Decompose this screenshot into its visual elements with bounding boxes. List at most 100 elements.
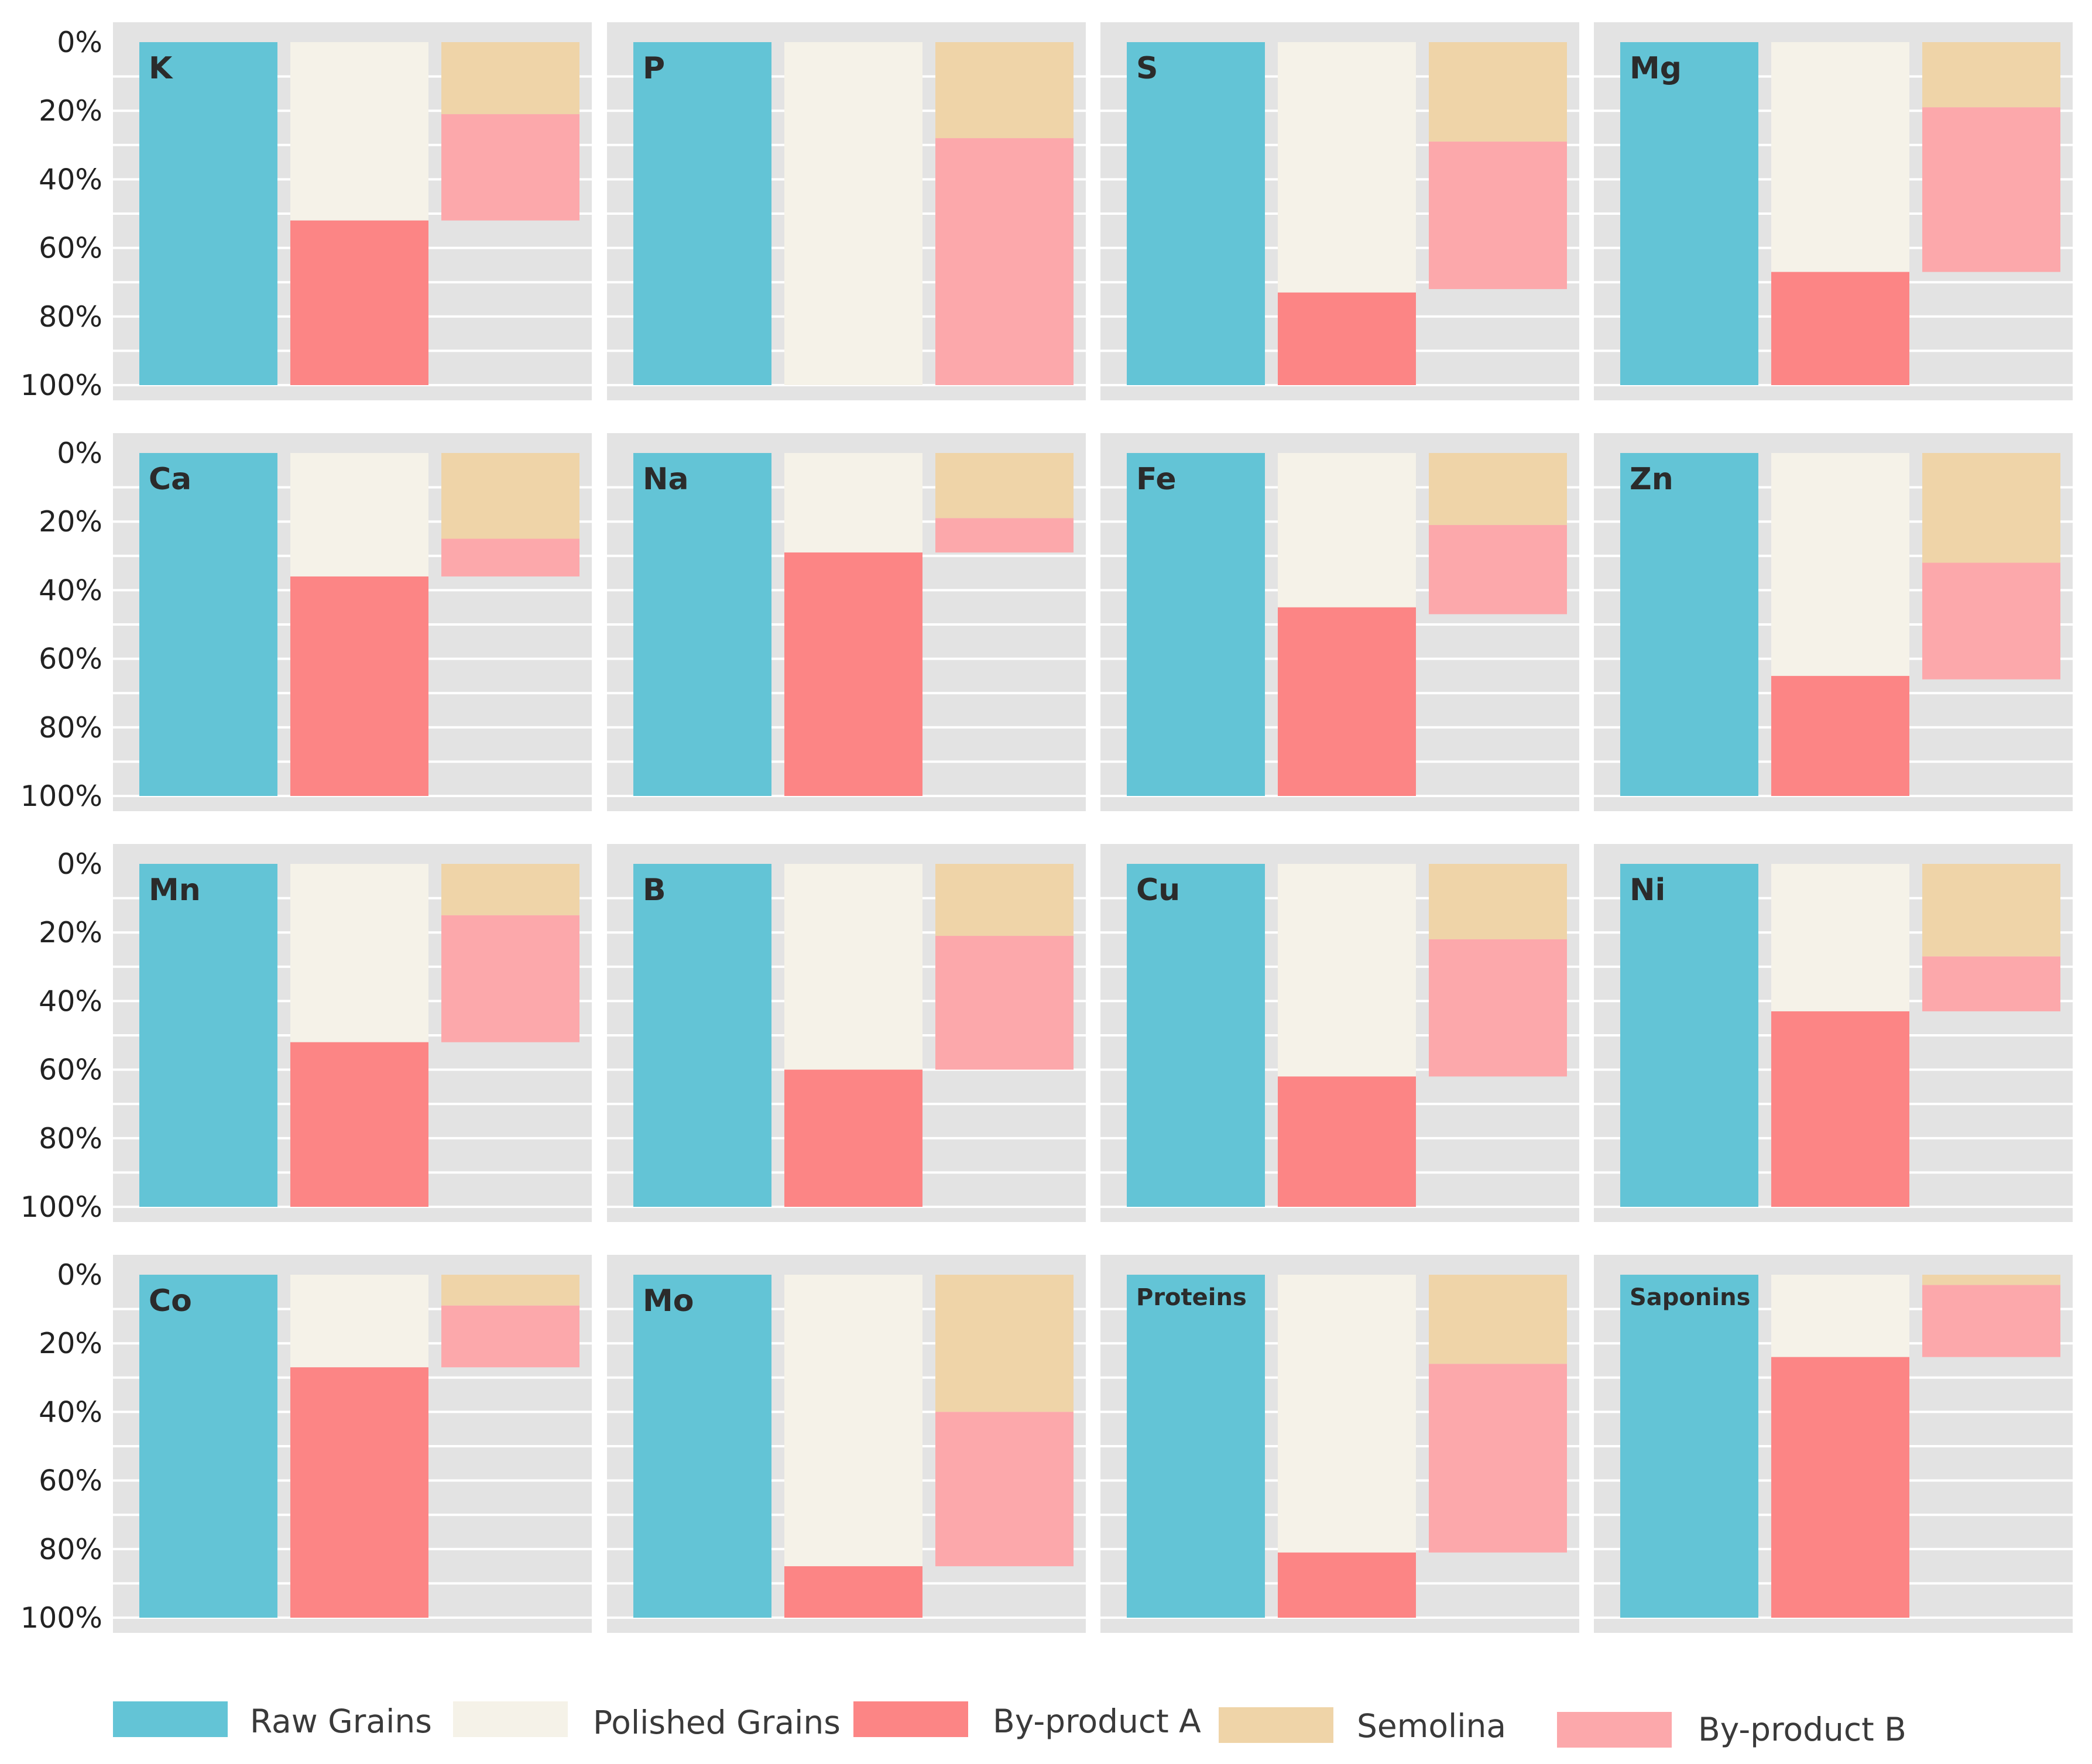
bar-semolina-mo xyxy=(935,1275,1074,1412)
y-tick-label: 60% xyxy=(39,1053,102,1087)
bar-semolina-co xyxy=(441,1275,579,1306)
y-tick-label: 60% xyxy=(39,1464,102,1498)
y-tick-label: 40% xyxy=(39,574,102,607)
bar-by-product-a-ca xyxy=(290,576,428,796)
bar-semolina-k xyxy=(441,42,579,115)
bar-semolina-proteins xyxy=(1429,1275,1567,1364)
bar-by-product-a-proteins xyxy=(1278,1552,1416,1618)
bar-semolina-p xyxy=(935,42,1074,139)
legend-label-by-product-b: By-product B xyxy=(1698,1711,1906,1748)
bar-raw-grains-p xyxy=(633,42,771,385)
y-tick-label: 20% xyxy=(39,505,102,538)
facet-label-k: K xyxy=(149,51,173,86)
bar-polished-grains-ni xyxy=(1771,864,1909,1011)
bar-semolina-b xyxy=(935,864,1074,936)
bar-polished-grains-b xyxy=(784,864,922,1070)
bar-by-product-b-ni xyxy=(1922,956,2060,1011)
bar-by-product-a-ni xyxy=(1771,1011,1909,1207)
y-tick-label: 20% xyxy=(39,94,102,128)
legend-label-by-product-a: By-product A xyxy=(993,1703,1201,1740)
facet-label-fe: Fe xyxy=(1136,462,1177,497)
facet-label-mg: Mg xyxy=(1630,51,1682,86)
bar-by-product-a-mn xyxy=(290,1042,428,1207)
facet-label-co: Co xyxy=(149,1283,192,1319)
facet-label-mn: Mn xyxy=(149,873,201,908)
facet-label-cu: Cu xyxy=(1136,873,1180,908)
facet-label-na: Na xyxy=(643,462,689,497)
y-tick-label: 80% xyxy=(39,300,102,334)
bar-semolina-ca xyxy=(441,453,579,539)
bar-raw-grains-saponins xyxy=(1620,1275,1758,1618)
bar-polished-grains-p xyxy=(784,42,922,385)
y-tick-label: 60% xyxy=(39,232,102,265)
bar-polished-grains-proteins xyxy=(1278,1275,1416,1553)
facet-label-ni: Ni xyxy=(1630,873,1665,908)
bar-polished-grains-cu xyxy=(1278,864,1416,1077)
bar-by-product-b-proteins xyxy=(1429,1364,1567,1553)
bar-semolina-fe xyxy=(1429,453,1567,526)
bar-polished-grains-fe xyxy=(1278,453,1416,608)
bar-raw-grains-fe xyxy=(1127,453,1265,796)
bar-raw-grains-mn xyxy=(139,864,277,1207)
bar-semolina-zn xyxy=(1922,453,2060,563)
bar-raw-grains-b xyxy=(633,864,771,1207)
bar-raw-grains-ca xyxy=(139,453,277,796)
bar-by-product-b-na xyxy=(935,518,1074,552)
bar-by-product-b-cu xyxy=(1429,939,1567,1077)
bar-polished-grains-mn xyxy=(290,864,428,1042)
y-tick-label: 0% xyxy=(57,1258,102,1292)
bar-by-product-b-fe xyxy=(1429,525,1567,615)
y-tick-label: 100% xyxy=(20,369,102,402)
bar-semolina-mn xyxy=(441,864,579,915)
facet-label-zn: Zn xyxy=(1630,462,1673,497)
bar-raw-grains-s xyxy=(1127,42,1265,385)
facet-label-s: S xyxy=(1136,51,1158,86)
legend-label-raw-grains: Raw Grains xyxy=(250,1703,432,1740)
bar-raw-grains-proteins xyxy=(1127,1275,1265,1618)
bar-polished-grains-saponins xyxy=(1771,1275,1909,1357)
y-tick-label: 20% xyxy=(39,916,102,949)
bar-semolina-cu xyxy=(1429,864,1567,939)
y-tick-label: 0% xyxy=(57,847,102,881)
bar-raw-grains-na xyxy=(633,453,771,796)
y-tick-label: 80% xyxy=(39,1533,102,1566)
bar-by-product-a-mg xyxy=(1771,272,1909,385)
y-tick-label: 100% xyxy=(20,1190,102,1224)
y-tick-label: 80% xyxy=(39,1122,102,1155)
bar-by-product-b-mg xyxy=(1922,107,2060,272)
facet-label-b: B xyxy=(643,873,666,908)
legend-label-polished-grains: Polished Grains xyxy=(593,1704,841,1741)
bar-polished-grains-mg xyxy=(1771,42,1909,272)
bar-by-product-b-b xyxy=(935,936,1074,1070)
bar-by-product-a-b xyxy=(784,1069,922,1207)
bar-polished-grains-k xyxy=(290,42,428,221)
bar-by-product-a-co xyxy=(290,1367,428,1618)
y-tick-label: 20% xyxy=(39,1327,102,1360)
bar-by-product-a-fe xyxy=(1278,607,1416,796)
bar-by-product-b-zn xyxy=(1922,562,2060,679)
legend-swatch-raw-grains xyxy=(113,1701,228,1737)
bar-by-product-a-cu xyxy=(1278,1076,1416,1207)
y-tick-label: 0% xyxy=(57,26,102,59)
bar-raw-grains-k xyxy=(139,42,277,385)
bar-by-product-b-s xyxy=(1429,141,1567,289)
bar-polished-grains-ca xyxy=(290,453,428,576)
bar-polished-grains-co xyxy=(290,1275,428,1368)
bar-by-product-a-zn xyxy=(1771,675,1909,796)
y-tick-label: 0% xyxy=(57,437,102,470)
y-tick-label: 40% xyxy=(39,984,102,1018)
bar-polished-grains-mo xyxy=(784,1275,922,1567)
bar-raw-grains-mo xyxy=(633,1275,771,1618)
bar-by-product-a-s xyxy=(1278,292,1416,385)
bar-by-product-a-mo xyxy=(784,1566,922,1618)
facet-label-mo: Mo xyxy=(643,1283,694,1319)
legend-swatch-by-product-b xyxy=(1557,1712,1672,1748)
bar-raw-grains-cu xyxy=(1127,864,1265,1207)
legend-swatch-polished-grains xyxy=(453,1701,568,1737)
legend-swatch-by-product-a xyxy=(853,1701,968,1737)
facet-label-proteins: Proteins xyxy=(1136,1284,1247,1311)
bar-raw-grains-co xyxy=(139,1275,277,1618)
bar-polished-grains-s xyxy=(1278,42,1416,293)
facet-label-ca: Ca xyxy=(149,462,191,497)
